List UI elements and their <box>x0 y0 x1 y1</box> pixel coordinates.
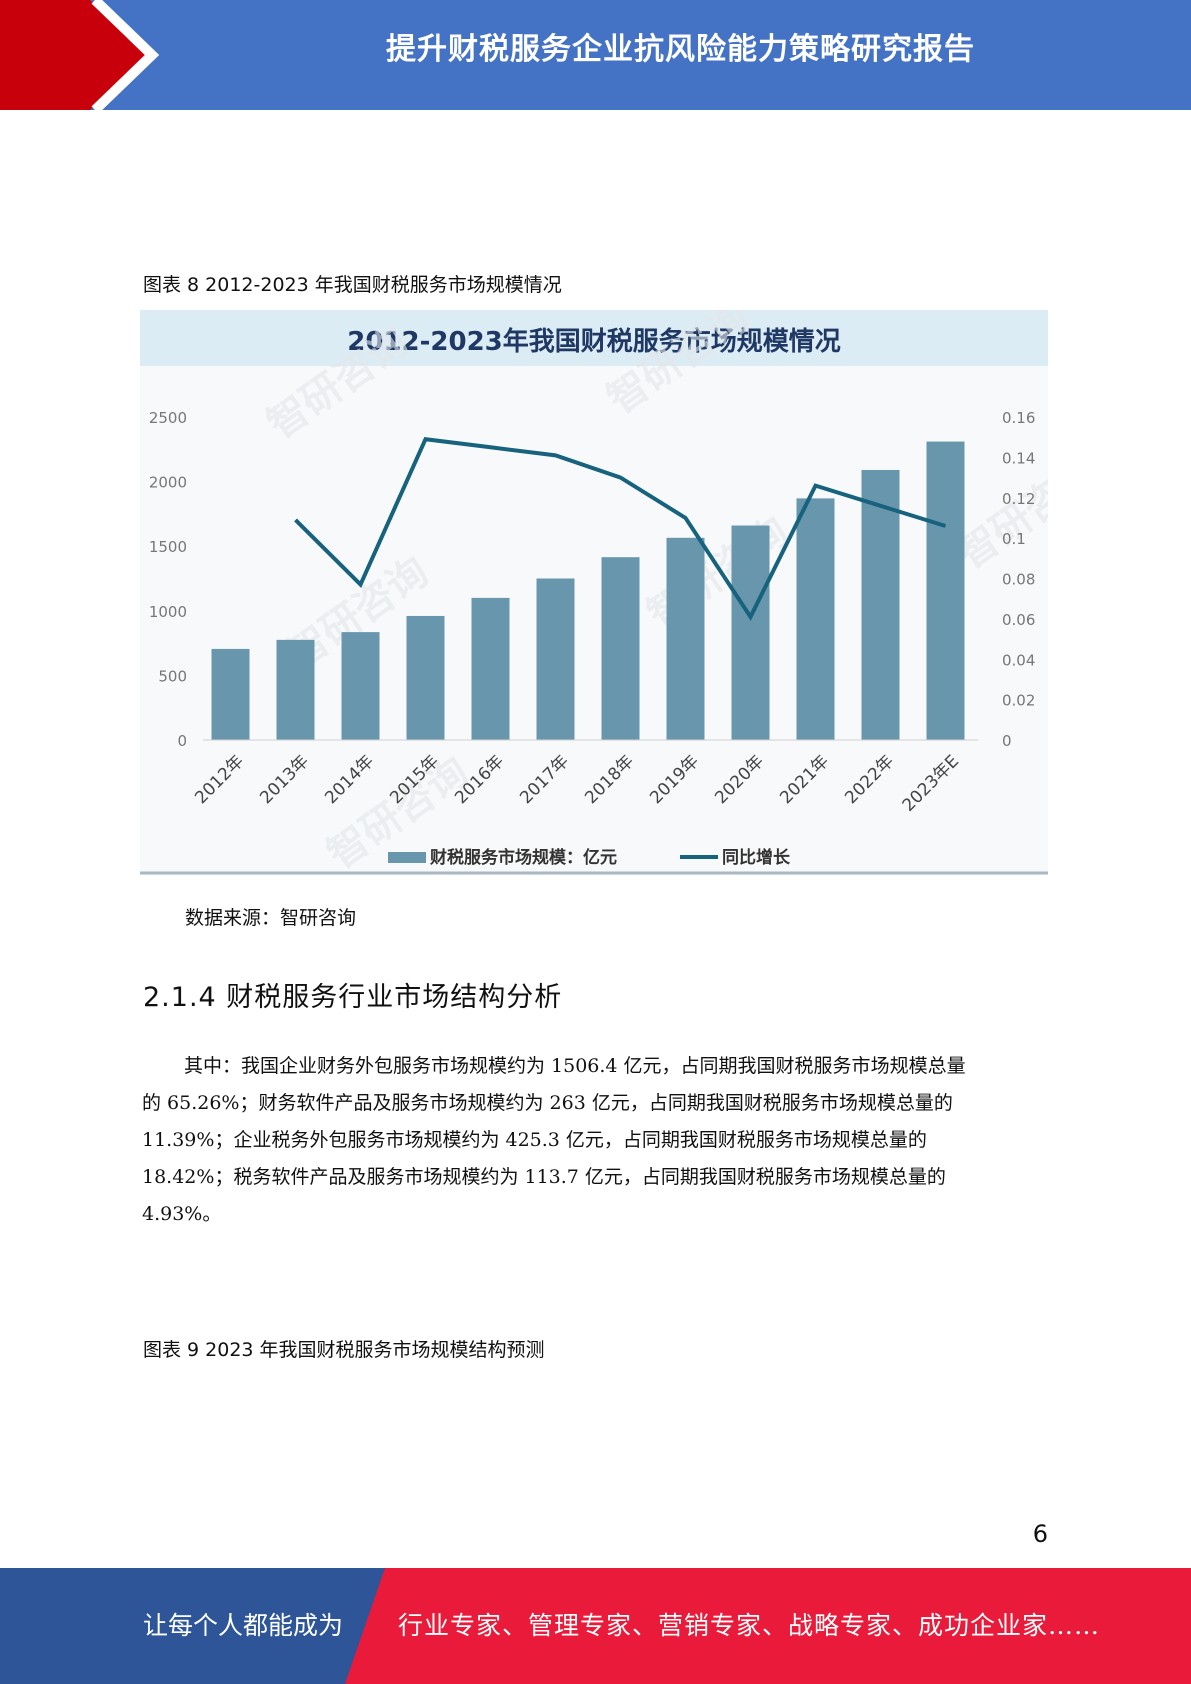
page-header: 提升财税服务企业抗风险能力策略研究报告 <box>0 0 1191 110</box>
x-axis-labels: 2012年 2013年 2014年 2015年 2016年 2017年 2018年 2019年… <box>191 751 963 815</box>
chart-legend: 财税服务市场规模：亿元 同比增长 <box>388 847 791 868</box>
legend-line-label: 同比增长 <box>722 847 791 868</box>
chart-title-band <box>140 310 1048 366</box>
x-axis-tick-label: 2014年 <box>321 751 378 808</box>
x-axis-tick-label: 2023年E <box>899 751 963 815</box>
right-axis-tick-label: 0.02 <box>1002 692 1035 710</box>
right-axis-tick-label: 0.06 <box>1002 611 1035 629</box>
x-axis-tick-label: 2020年 <box>711 751 768 808</box>
footer-background <box>0 1568 385 1684</box>
chart-title: 2012-2023年我国财税服务市场规模情况 <box>347 326 841 357</box>
right-axis-tick-label: 0.14 <box>1002 449 1035 467</box>
paragraph-line: 18.42%；税务软件产品及服务市场规模约为 113.7 亿元，占同期我国财税服… <box>142 1166 946 1188</box>
legend-bar-swatch <box>388 852 426 863</box>
left-axis-tick-label: 1000 <box>149 603 187 621</box>
right-axis-tick-label: 0.1 <box>1002 530 1026 548</box>
data-source-note: 数据来源：智研咨询 <box>185 907 357 929</box>
paragraph-line: 4.93%。 <box>142 1203 222 1225</box>
market-size-chart: 2012-2023年我国财税服务市场规模情况 智研咨询 智研咨询 智研咨询 智研咨询智… <box>140 310 1048 875</box>
page-number: 6 <box>1032 1520 1048 1548</box>
paragraph-line: 的 65.26%；财务软件产品及服务市场规模约为 263 亿元，占同期我国财税服… <box>142 1092 953 1114</box>
bar-2018年 <box>601 557 640 740</box>
bar-2012年 <box>211 648 250 740</box>
legend-bar-label: 财税服务市场规模：亿元 <box>429 847 617 868</box>
right-axis-tick-label: 0.08 <box>1002 571 1035 589</box>
header-chevron-decoration <box>0 0 160 110</box>
page-footer: 让每个人都能成为 行业专家、管理专家、营销专家、战略专家、成功企业家…… <box>0 1568 1191 1684</box>
bar-2014年 <box>341 632 380 740</box>
left-axis-ticks: 0 500 1000 1500 2000 2500 <box>149 409 187 750</box>
left-axis-tick-label: 500 <box>158 667 187 685</box>
right-axis-tick-label: 0.04 <box>1002 651 1035 669</box>
x-axis-tick-label: 2021年 <box>776 751 833 808</box>
x-axis-tick-label: 2019年 <box>646 751 703 808</box>
section-heading: 2.1.4 财税服务行业市场结构分析 <box>143 982 563 1013</box>
bar-2017年 <box>536 578 575 740</box>
bar-series <box>203 441 978 741</box>
bar-2022年 <box>861 469 900 740</box>
left-axis-tick-label: 1500 <box>149 538 187 556</box>
paragraph-line: 11.39%；企业税务外包服务市场规模约为 425.3 亿元，占同期我国财税服务… <box>142 1129 927 1151</box>
right-axis-tick-label: 0 <box>1002 732 1012 750</box>
right-axis-ticks: 0 0.02 0.04 0.06 0.08 0.1 0.12 0.14 0.16 <box>1002 409 1035 750</box>
report-title: 提升财税服务企业抗风险能力策略研究报告 <box>386 32 975 67</box>
right-axis-tick-label: 0.12 <box>1002 490 1035 508</box>
bar-2013年 <box>276 639 315 740</box>
figure-9-caption: 图表 9 2023 年我国财税服务市场规模结构预测 <box>143 1339 545 1361</box>
figure-8-caption: 图表 8 2012-2023 年我国财税服务市场规模情况 <box>143 274 562 296</box>
paragraph-line: 其中：我国企业财务外包服务市场规模约为 1506.4 亿元，占同期我国财税服务市… <box>184 1055 966 1077</box>
x-axis-tick-label: 2012年 <box>191 751 248 808</box>
x-axis-tick-label: 2013年 <box>256 751 313 808</box>
growth-line <box>294 437 947 621</box>
x-axis-tick-label: 2017年 <box>516 751 573 808</box>
x-axis-tick-label: 2022年 <box>841 751 898 808</box>
x-axis-tick-label: 2018年 <box>581 751 638 808</box>
bar-2015年 <box>406 615 445 740</box>
bar-2021年 <box>796 498 835 740</box>
body-paragraph: 其中：我国企业财务外包服务市场规模约为 1506.4 亿元，占同期我国财税服务市… <box>142 1048 1042 1233</box>
left-axis-tick-label: 2000 <box>149 474 187 492</box>
left-axis-tick-label: 2500 <box>149 409 187 427</box>
footer-slogan-left: 让每个人都能成为 <box>143 1611 344 1640</box>
right-axis-tick-label: 0.16 <box>1002 409 1035 427</box>
line-series <box>294 437 947 621</box>
bar-2020年 <box>731 525 770 740</box>
left-axis-tick-label: 0 <box>177 732 187 750</box>
bar-2016年 <box>471 597 510 740</box>
footer-slogan-right: 行业专家、管理专家、营销专家、战略专家、成功企业家…… <box>398 1611 1101 1640</box>
bar-2023年E <box>926 441 965 740</box>
bar-2019年 <box>666 537 705 740</box>
